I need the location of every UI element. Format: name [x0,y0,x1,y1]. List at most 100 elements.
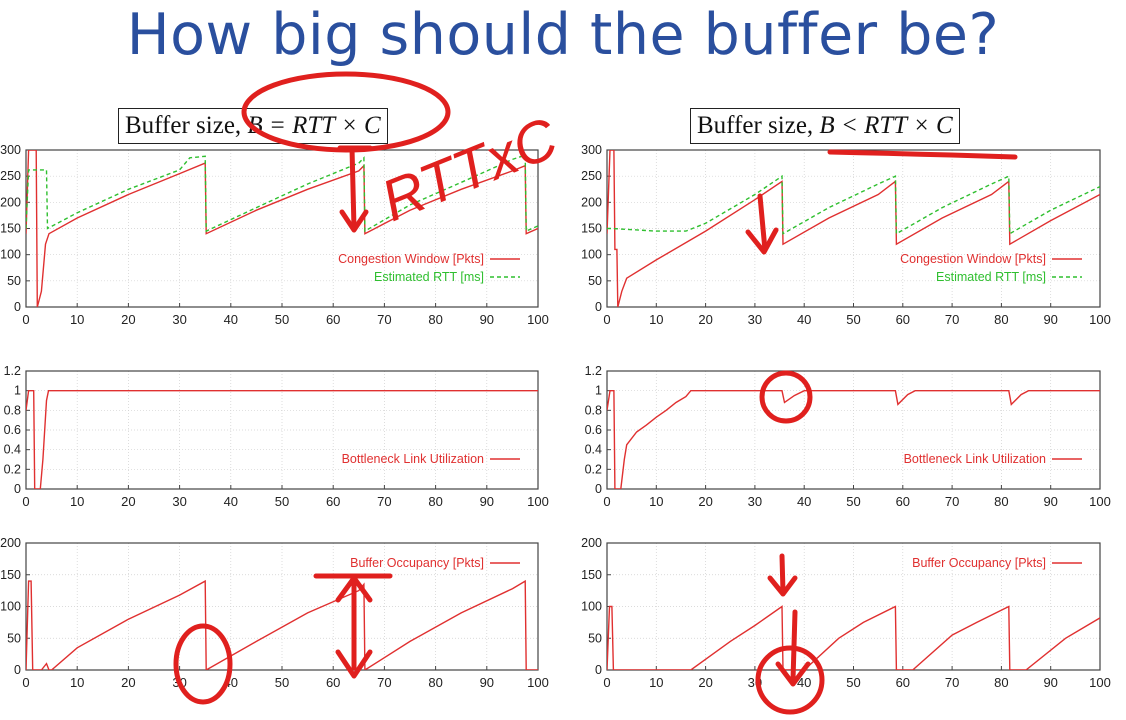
x-tick-label: 20 [121,675,135,690]
x-tick-label: 40 [797,312,811,327]
x-tick-label: 70 [945,312,959,327]
series-line [26,154,538,233]
x-tick-label: 100 [1089,312,1111,327]
legend-label: Bottleneck Link Utilization [342,452,484,466]
y-tick-label: 0.8 [4,403,21,417]
x-tick-label: 90 [480,675,494,690]
y-tick-label: 0 [595,482,602,496]
x-tick-label: 100 [527,675,549,690]
x-tick-label: 20 [698,494,712,509]
x-tick-label: 30 [172,675,186,690]
y-tick-label: 100 [581,248,602,262]
chart-left-cwnd: 0 10 20 30 40 50 60 70 80 90 100 0 50 100 150 200 250 300… [0,143,549,327]
caption-smaller-buffer: Buffer size, B < RTT × C [690,108,960,144]
x-tick-label: 40 [797,675,811,690]
legend-label: Congestion Window [Pkts] [338,252,484,266]
x-tick-label: 60 [896,494,910,509]
x-tick-label: 0 [22,494,29,509]
x-tick-label: 40 [224,312,238,327]
legend-label: Buffer Occupancy [Pkts] [912,556,1046,570]
y-tick-label: 0.6 [4,423,21,437]
x-tick-label: 60 [326,675,340,690]
y-tick-label: 0 [595,300,602,314]
y-tick-label: 0 [14,482,21,496]
caption-prefix: Buffer size, [697,112,820,139]
x-tick-label: 100 [527,312,549,327]
chart-right-buffer: 0 10 20 30 40 50 60 70 80 90 100 0 50 100 150 200 Buffer… [581,536,1111,690]
y-tick-label: 250 [581,169,602,183]
y-tick-label: 0.2 [4,462,21,476]
x-tick-label: 80 [994,312,1008,327]
x-tick-label: 60 [896,675,910,690]
x-tick-label: 50 [275,312,289,327]
x-tick-label: 80 [428,494,442,509]
series-line [607,174,1100,235]
y-tick-label: 150 [0,222,21,236]
series-line [26,390,538,489]
caption-formula: B < RTT × C [819,112,953,139]
y-tick-label: 1 [595,384,602,398]
x-tick-label: 20 [121,312,135,327]
y-tick-label: 200 [581,536,602,550]
y-tick-label: 1 [14,384,21,398]
legend-label: Buffer Occupancy [Pkts] [350,556,484,570]
y-tick-label: 150 [581,222,602,236]
x-tick-label: 20 [698,312,712,327]
y-tick-label: 1.2 [4,364,21,378]
x-tick-label: 90 [1043,494,1057,509]
y-tick-label: 0.4 [4,443,21,457]
legend-label: Bottleneck Link Utilization [904,452,1046,466]
legend-label: Congestion Window [Pkts] [900,252,1046,266]
series-line [607,605,1100,670]
x-tick-label: 90 [480,494,494,509]
y-tick-label: 50 [7,274,21,288]
x-tick-label: 70 [377,675,391,690]
series-line [607,390,1100,489]
y-tick-label: 50 [588,274,602,288]
x-tick-label: 10 [649,494,663,509]
y-tick-label: 0.6 [585,423,602,437]
x-tick-label: 80 [994,494,1008,509]
x-tick-label: 20 [698,675,712,690]
x-tick-label: 10 [649,675,663,690]
y-tick-label: 250 [0,169,21,183]
x-tick-label: 40 [797,494,811,509]
y-tick-label: 150 [0,568,21,582]
x-tick-label: 90 [1043,675,1057,690]
chart-right-cwnd: 0 10 20 30 40 50 60 70 80 90 100 0 50 100 150 200 250 300… [581,143,1111,327]
y-tick-label: 200 [0,195,21,209]
x-tick-label: 30 [748,675,762,690]
x-tick-label: 70 [377,494,391,509]
x-tick-label: 60 [326,494,340,509]
x-tick-label: 20 [121,494,135,509]
y-tick-label: 0 [14,663,21,677]
x-tick-label: 10 [70,494,84,509]
x-tick-label: 80 [428,675,442,690]
x-tick-label: 70 [945,675,959,690]
chart-left-buffer: 0 10 20 30 40 50 60 70 80 90 100 0 50 100 150 200 Buffer… [0,536,549,690]
x-tick-label: 0 [603,312,610,327]
y-tick-label: 0.2 [585,462,602,476]
y-tick-label: 100 [581,600,602,614]
x-tick-label: 30 [172,494,186,509]
y-tick-label: 0 [14,300,21,314]
x-tick-label: 10 [649,312,663,327]
chart-left-util: 0 10 20 30 40 50 60 70 80 90 100 0 0.2 0.4 0.6 0.8 1 1.2 B… [4,364,549,509]
x-tick-label: 0 [22,312,29,327]
y-tick-label: 0.4 [585,443,602,457]
x-tick-label: 10 [70,675,84,690]
y-tick-label: 300 [0,143,21,157]
legend-label: Estimated RTT [ms] [936,270,1046,284]
x-tick-label: 100 [527,494,549,509]
x-tick-label: 50 [846,494,860,509]
x-tick-label: 70 [945,494,959,509]
x-tick-label: 40 [224,675,238,690]
x-tick-label: 0 [603,494,610,509]
x-tick-label: 30 [172,312,186,327]
x-tick-label: 50 [846,312,860,327]
x-tick-label: 10 [70,312,84,327]
x-tick-label: 0 [22,675,29,690]
x-tick-label: 30 [748,494,762,509]
x-tick-label: 60 [896,312,910,327]
